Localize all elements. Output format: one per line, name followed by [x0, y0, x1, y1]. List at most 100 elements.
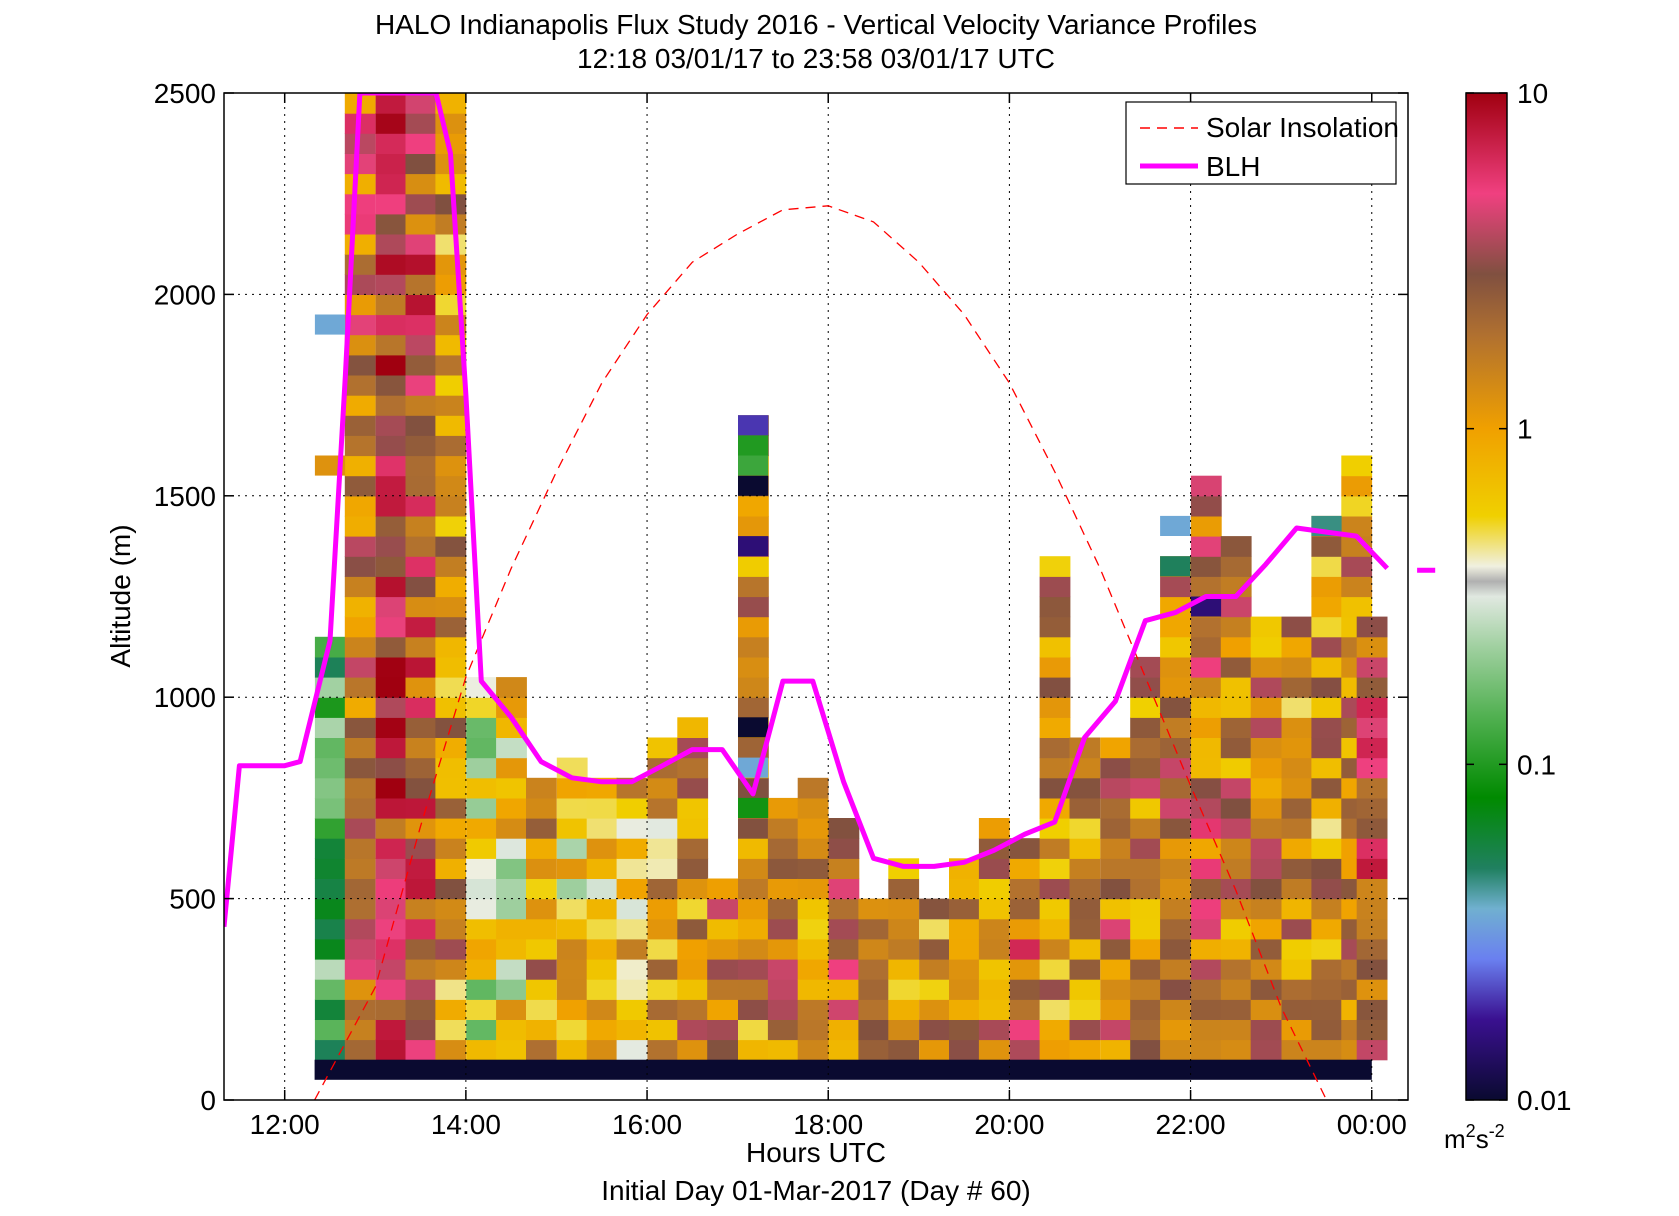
heatmap-cell: [1281, 1039, 1313, 1061]
y-tick-label: 500: [169, 884, 216, 915]
heatmap-cell: [344, 1019, 376, 1041]
heatmap-cell: [405, 797, 437, 819]
heatmap-cell: [1220, 898, 1252, 920]
legend: Solar Insolation BLH: [1125, 101, 1399, 185]
heatmap-cell: [344, 1039, 376, 1061]
heatmap-cell: [888, 1039, 920, 1061]
heatmap-cell: [496, 858, 527, 879]
heatmap-cell: [405, 596, 437, 618]
heatmap-cell: [1039, 959, 1071, 980]
heatmap-cell: [1281, 616, 1313, 638]
heatmap-cell: [375, 818, 407, 839]
heatmap-cell: [405, 274, 437, 295]
heatmap-cell: [1009, 878, 1041, 900]
heatmap-cell: [496, 818, 527, 839]
heatmap-cell: [344, 697, 376, 718]
heatmap-cell: [556, 999, 588, 1020]
heatmap-cell: [1069, 918, 1101, 940]
heatmap-cell: [1311, 677, 1343, 698]
heatmap-cell: [738, 697, 769, 718]
heatmap-cell: [1220, 616, 1252, 638]
heatmap-cell: [375, 938, 407, 960]
heatmap-cell: [1281, 898, 1313, 920]
heatmap-cell: [344, 616, 376, 638]
heatmap-cell: [586, 898, 618, 920]
heatmap-cell: [647, 999, 679, 1020]
heatmap-cell: [1130, 838, 1161, 859]
heatmap-cell: [1220, 717, 1252, 738]
heatmap-cell: [767, 1039, 799, 1061]
heatmap-cell: [344, 737, 376, 759]
heatmap-cell: [1250, 656, 1282, 678]
heatmap-cell: [556, 1039, 588, 1061]
heatmap-cell: [375, 697, 407, 718]
heatmap-cell: [375, 113, 407, 134]
heatmap-cell: [828, 1039, 860, 1061]
heatmap-cell: [1039, 656, 1071, 678]
heatmap-cell: [1190, 636, 1222, 658]
colorbar-units-mid: s: [1476, 1124, 1489, 1154]
colorbar-units-exp2: -2: [1489, 1121, 1505, 1141]
heatmap-cell: [1130, 818, 1161, 839]
heatmap-cell: [888, 878, 920, 900]
heatmap-cell: [435, 435, 467, 457]
heatmap-cell: [1190, 838, 1222, 859]
heatmap-cell: [496, 1039, 527, 1061]
heatmap-cell: [797, 938, 829, 960]
heatmap-cell: [526, 938, 557, 960]
heatmap-cell: [1281, 717, 1313, 738]
heatmap-cell: [435, 697, 467, 718]
heatmap-cell: [1160, 959, 1191, 980]
heatmap-cell: [1356, 737, 1388, 759]
heatmap-cell: [496, 979, 527, 1000]
heatmap-cell: [1190, 818, 1222, 839]
heatmap-cell: [1160, 616, 1191, 638]
heatmap-cell: [466, 838, 497, 859]
heatmap-cell: [949, 999, 980, 1020]
heatmap-cell: [314, 999, 346, 1020]
heatmap-cell: [1250, 677, 1282, 698]
heatmap-cell: [1356, 858, 1388, 879]
heatmap-cell: [1039, 717, 1071, 738]
heatmap-cell: [1069, 838, 1101, 859]
heatmap-cell: [405, 838, 437, 859]
heatmap-cell: [1220, 677, 1252, 698]
heatmap-cell: [888, 898, 920, 920]
heatmap-cell: [526, 979, 557, 1000]
heatmap-cell: [738, 717, 769, 738]
heatmap-cell: [1039, 878, 1071, 900]
heatmap-cell: [738, 878, 769, 900]
heatmap-cell: [405, 737, 437, 759]
heatmap-cell: [1220, 999, 1252, 1020]
heatmap-cell: [1281, 797, 1313, 819]
heatmap-cell: [405, 93, 437, 114]
heatmap-cell: [1160, 1039, 1191, 1061]
heatmap-cell: [1009, 959, 1041, 980]
solar-insolation-line: [314, 205, 1328, 1100]
heatmap-cell: [586, 999, 618, 1020]
heatmap-cell: [435, 797, 467, 819]
heatmap-cell: [435, 838, 467, 859]
heatmap-cell: [1220, 636, 1252, 658]
heatmap-cell: [375, 274, 407, 295]
heatmap-cell: [1190, 757, 1222, 779]
colorbar-gradient: [1465, 92, 1508, 1101]
heatmap-cell: [375, 193, 407, 215]
heatmap-cell: [767, 999, 799, 1020]
heatmap-cell: [677, 838, 709, 859]
heatmap-cell: [1160, 697, 1191, 718]
heatmap-cell: [435, 395, 467, 416]
heatmap-cell: [405, 697, 437, 718]
heatmap-cell: [677, 1019, 709, 1041]
heatmap-cell: [1281, 677, 1313, 698]
heatmap-cell: [1190, 556, 1222, 577]
heatmap-cell: [1281, 757, 1313, 779]
heatmap-cell: [435, 193, 467, 215]
heatmap-cell: [1160, 838, 1191, 859]
heatmap-cell: [1311, 979, 1343, 1000]
heatmap-cell: [1281, 959, 1313, 980]
heatmap-cell: [1100, 938, 1132, 960]
heatmap-cell: [647, 737, 679, 759]
heatmap-cell: [586, 938, 618, 960]
heatmap-cell: [858, 898, 890, 920]
